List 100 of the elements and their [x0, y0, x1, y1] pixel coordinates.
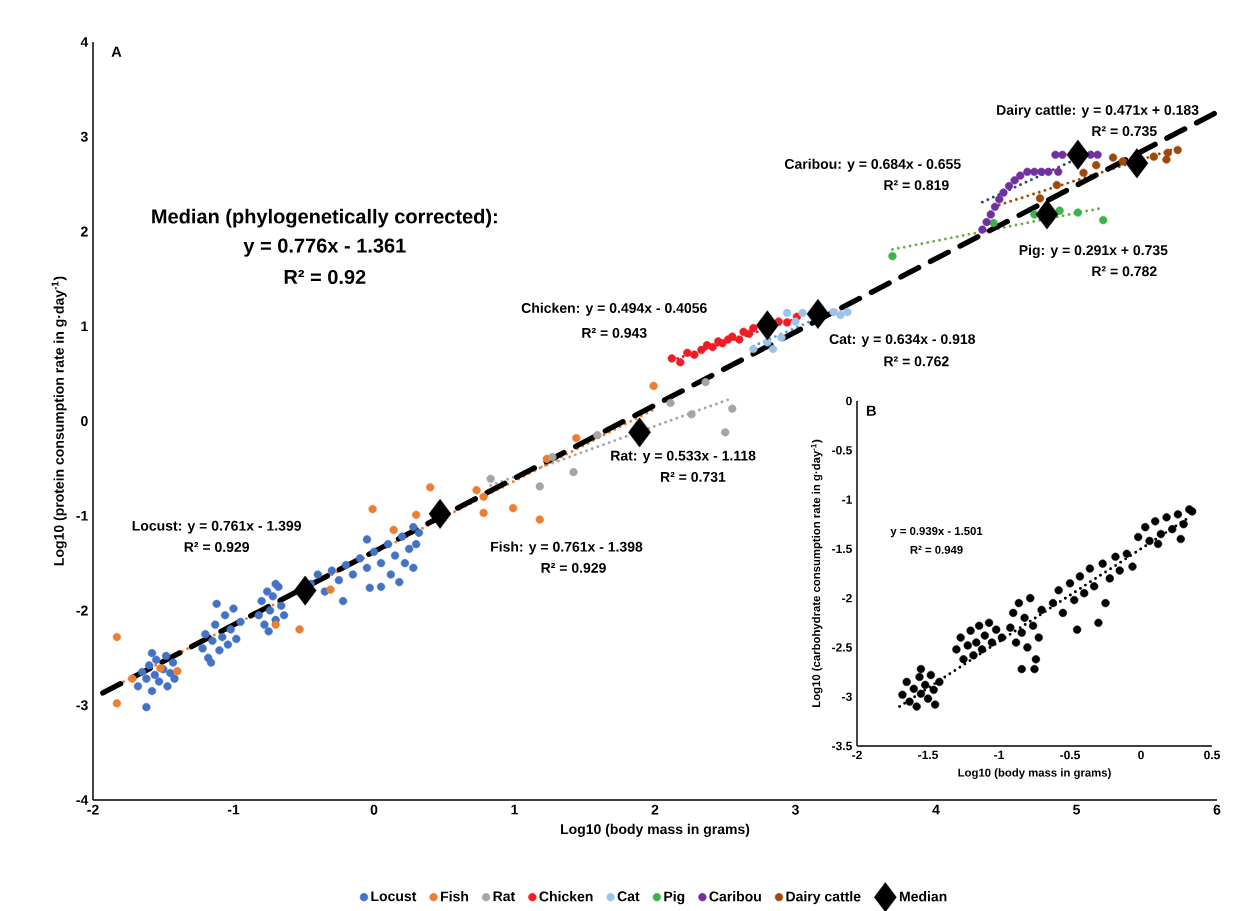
y-tick-label: -3 — [76, 700, 88, 711]
point — [798, 308, 807, 318]
point — [1035, 194, 1045, 203]
point — [777, 333, 786, 342]
point — [1016, 171, 1025, 180]
point — [1054, 167, 1063, 176]
point — [768, 344, 778, 354]
point — [293, 575, 317, 606]
legend-label: Pig — [664, 891, 685, 905]
annotation: Chicken: y = 0.494x - 0.4056 — [521, 302, 707, 316]
point — [1149, 152, 1158, 161]
annotation: R² = 0.949 — [910, 545, 963, 554]
point — [888, 252, 897, 261]
point — [479, 508, 488, 518]
point — [535, 515, 544, 524]
point — [112, 632, 122, 642]
annotation: R² = 0.929 — [184, 542, 249, 552]
x-tick-label: 5 — [1073, 804, 1080, 815]
point — [749, 344, 758, 354]
x-tick-label: -1.5 — [918, 750, 939, 760]
point — [1035, 199, 1059, 230]
point — [173, 667, 182, 676]
point — [1173, 145, 1182, 155]
y-tick-label: 0 — [81, 416, 88, 426]
point — [412, 510, 421, 519]
point — [986, 210, 995, 219]
point — [1125, 148, 1149, 179]
point — [683, 348, 692, 357]
legend-label: Dairy cattle — [786, 891, 861, 905]
point — [995, 195, 1004, 204]
point — [749, 324, 758, 333]
annotation: Rat: y = 0.533x - 1.118 — [611, 450, 756, 464]
y-axis-title: Log10 (protein consumption rate in g·day$^{-1}$) — [51, 276, 67, 566]
legend-label: Chicken — [539, 891, 593, 902]
point — [572, 433, 581, 443]
point — [548, 452, 557, 462]
point — [1066, 139, 1090, 170]
y-tick-label: 1 — [81, 321, 88, 332]
annotation: y = 0.776x - 1.361 — [243, 238, 406, 257]
point — [326, 585, 335, 594]
point — [687, 410, 696, 419]
point — [708, 342, 717, 352]
annotation: R² = 0.735 — [1092, 126, 1157, 137]
annotation: R² = 0.731 — [661, 471, 726, 482]
point — [593, 431, 602, 440]
annotation: Fish: y = 0.761x - 1.398 — [491, 541, 643, 555]
x-axis-title: Log10 (body mass in grams) — [958, 768, 1111, 779]
point — [666, 398, 675, 408]
point — [1099, 216, 1108, 225]
x-tick-label: 4 — [932, 804, 940, 815]
point — [690, 350, 699, 359]
x-tick-label: -1 — [994, 750, 1004, 759]
annotation: R² = 0.92 — [284, 269, 366, 285]
point — [486, 474, 495, 483]
point — [295, 625, 304, 634]
point — [982, 217, 991, 227]
point — [806, 299, 830, 329]
chart-title: B — [866, 405, 876, 416]
y-tick-label: 3 — [80, 131, 88, 142]
point — [782, 318, 792, 327]
point — [479, 492, 488, 501]
y-tick-label: -1 — [76, 510, 88, 521]
point — [1055, 206, 1064, 215]
point — [389, 525, 398, 535]
point — [735, 335, 744, 344]
y-tick-label: -2.5 — [832, 643, 852, 652]
annotation: Locust: y = 0.761x - 1.399 — [132, 520, 301, 534]
x-tick-label: 3 — [791, 804, 799, 815]
point — [649, 381, 658, 391]
annotation: R² = 0.782 — [1092, 266, 1157, 277]
point — [1052, 180, 1061, 190]
annotation: Caribou: y = 0.684x - 0.655 — [784, 158, 961, 172]
point — [508, 504, 518, 513]
point — [990, 202, 1000, 211]
point — [843, 307, 852, 317]
point — [721, 428, 730, 437]
y-tick-label: -4 — [76, 795, 89, 805]
point — [428, 498, 452, 529]
legend-label: Median — [899, 891, 947, 902]
point — [1044, 167, 1053, 176]
point — [728, 404, 737, 413]
point — [1092, 161, 1101, 170]
point — [535, 482, 544, 491]
point — [368, 504, 377, 514]
y-tick-label: -2 — [842, 593, 852, 603]
point — [745, 329, 754, 338]
annotation: y = 0.939x - 1.501 — [890, 526, 983, 538]
point — [676, 358, 685, 367]
point — [1037, 167, 1046, 176]
point — [791, 317, 800, 326]
y-tick-label: -0.5 — [832, 446, 852, 455]
point — [989, 218, 998, 228]
x-axis-title: Log10 (body mass in grams) — [561, 823, 750, 837]
point — [112, 699, 122, 708]
point — [836, 310, 845, 320]
point — [1058, 150, 1067, 159]
point — [628, 417, 651, 448]
point — [1073, 208, 1083, 217]
point — [1108, 153, 1118, 162]
point — [1051, 150, 1060, 159]
